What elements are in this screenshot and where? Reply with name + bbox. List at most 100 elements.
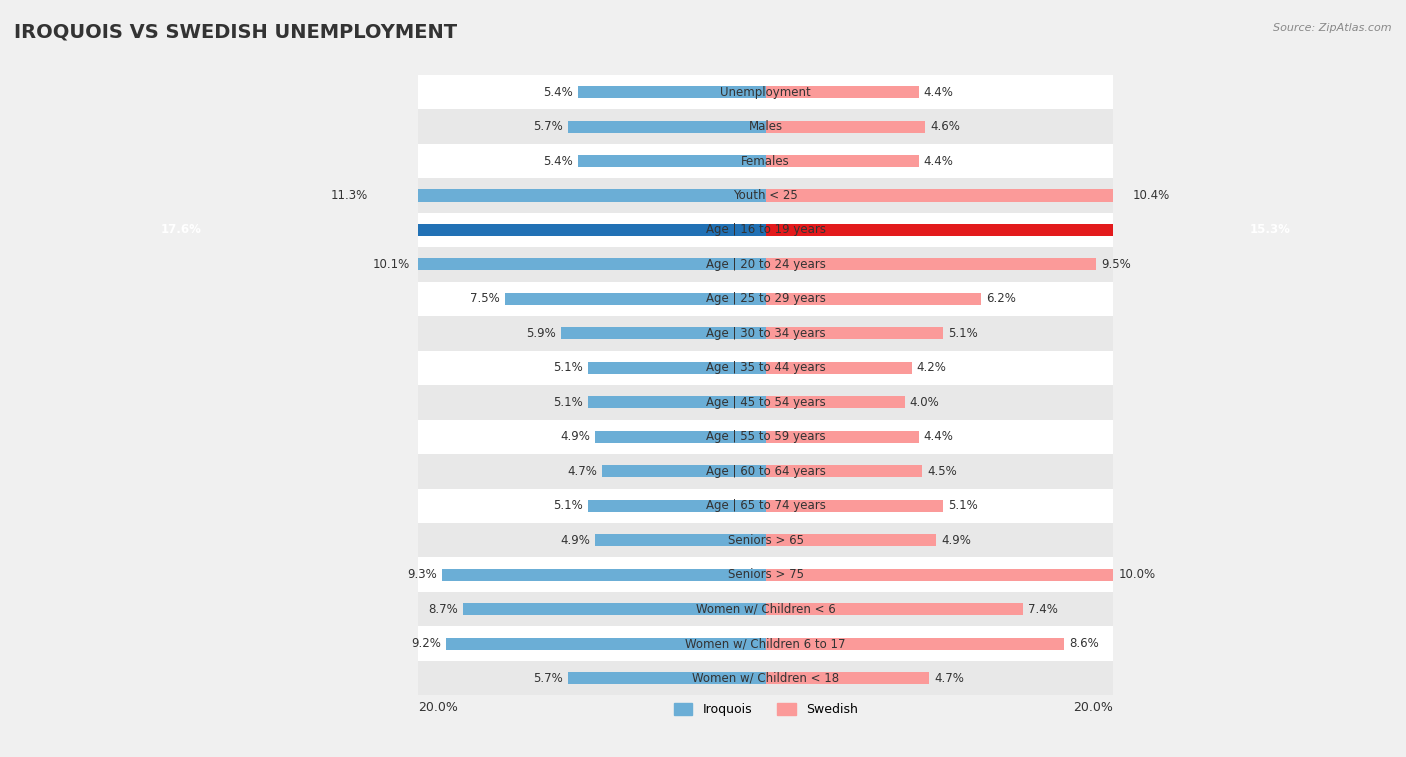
Bar	[595, 431, 766, 443]
Bar	[418, 661, 1114, 696]
Text: 8.7%: 8.7%	[429, 603, 458, 615]
Bar	[464, 603, 766, 615]
Text: 4.5%: 4.5%	[927, 465, 957, 478]
Bar	[766, 672, 929, 684]
Bar	[418, 626, 1114, 661]
Text: Women w/ Children < 18: Women w/ Children < 18	[692, 671, 839, 684]
Bar	[418, 592, 1114, 626]
Bar	[568, 120, 766, 132]
Bar	[373, 189, 766, 201]
Text: Age | 16 to 19 years: Age | 16 to 19 years	[706, 223, 825, 236]
Text: 4.4%: 4.4%	[924, 430, 953, 444]
Text: 10.0%: 10.0%	[1118, 569, 1156, 581]
Text: 4.4%: 4.4%	[924, 154, 953, 167]
Bar	[602, 466, 766, 478]
Text: Source: ZipAtlas.com: Source: ZipAtlas.com	[1274, 23, 1392, 33]
Text: Women w/ Children < 6: Women w/ Children < 6	[696, 603, 835, 615]
Text: IROQUOIS VS SWEDISH UNEMPLOYMENT: IROQUOIS VS SWEDISH UNEMPLOYMENT	[14, 23, 457, 42]
Text: 15.3%: 15.3%	[1250, 223, 1291, 236]
Bar	[418, 557, 1114, 592]
Bar	[766, 569, 1114, 581]
Bar	[418, 144, 1114, 179]
Text: 4.7%: 4.7%	[934, 671, 965, 684]
Bar	[446, 637, 766, 650]
Text: 5.4%: 5.4%	[543, 86, 572, 98]
Text: 4.6%: 4.6%	[931, 120, 960, 133]
Bar	[418, 488, 1114, 523]
Text: 7.4%: 7.4%	[1028, 603, 1057, 615]
Text: Age | 30 to 34 years: Age | 30 to 34 years	[706, 327, 825, 340]
Bar	[418, 350, 1114, 385]
Bar	[766, 155, 918, 167]
Text: 17.6%: 17.6%	[162, 223, 202, 236]
Bar	[766, 534, 936, 547]
Text: 10.4%: 10.4%	[1132, 189, 1170, 202]
Text: 4.4%: 4.4%	[924, 86, 953, 98]
Bar	[766, 500, 943, 512]
Bar	[415, 258, 766, 270]
Bar	[418, 454, 1114, 488]
Bar	[766, 637, 1064, 650]
Text: 5.7%: 5.7%	[533, 671, 562, 684]
Text: 4.2%: 4.2%	[917, 361, 946, 375]
Text: 5.1%: 5.1%	[554, 361, 583, 375]
Text: 7.5%: 7.5%	[470, 292, 499, 305]
Text: 5.9%: 5.9%	[526, 327, 555, 340]
Text: Age | 55 to 59 years: Age | 55 to 59 years	[706, 430, 825, 444]
Text: 5.1%: 5.1%	[554, 500, 583, 512]
Bar	[418, 248, 1114, 282]
Text: 11.3%: 11.3%	[330, 189, 368, 202]
Bar	[589, 500, 766, 512]
Text: 9.3%: 9.3%	[408, 569, 437, 581]
Bar	[766, 603, 1022, 615]
Bar	[418, 523, 1114, 557]
Text: Youth < 25: Youth < 25	[734, 189, 799, 202]
Text: 4.9%: 4.9%	[941, 534, 972, 547]
Bar	[418, 282, 1114, 316]
Text: 6.2%: 6.2%	[986, 292, 1017, 305]
Bar	[418, 419, 1114, 454]
Bar	[766, 189, 1128, 201]
Text: 8.6%: 8.6%	[1070, 637, 1099, 650]
Bar	[766, 293, 981, 305]
Bar	[418, 109, 1114, 144]
Text: 20.0%: 20.0%	[1073, 700, 1114, 714]
Text: 5.1%: 5.1%	[948, 327, 977, 340]
Bar	[766, 224, 1298, 236]
Text: 5.1%: 5.1%	[554, 396, 583, 409]
Text: Age | 25 to 29 years: Age | 25 to 29 years	[706, 292, 825, 305]
Text: 5.1%: 5.1%	[948, 500, 977, 512]
Bar	[766, 397, 904, 408]
Bar	[766, 431, 918, 443]
Text: 5.7%: 5.7%	[533, 120, 562, 133]
Text: 20.0%: 20.0%	[418, 700, 458, 714]
Bar	[155, 224, 766, 236]
Bar	[766, 362, 911, 374]
Text: Males: Males	[748, 120, 783, 133]
Bar	[418, 75, 1114, 109]
Bar	[578, 86, 766, 98]
Text: Unemployment: Unemployment	[720, 86, 811, 98]
Bar	[766, 258, 1095, 270]
Text: 5.4%: 5.4%	[543, 154, 572, 167]
Text: 9.2%: 9.2%	[411, 637, 440, 650]
Text: Seniors > 65: Seniors > 65	[728, 534, 804, 547]
Bar	[766, 327, 943, 339]
Bar	[418, 316, 1114, 350]
Text: 4.0%: 4.0%	[910, 396, 939, 409]
Text: Age | 20 to 24 years: Age | 20 to 24 years	[706, 258, 825, 271]
Bar	[595, 534, 766, 547]
Legend: Iroquois, Swedish: Iroquois, Swedish	[669, 699, 863, 721]
Bar	[418, 179, 1114, 213]
Bar	[561, 327, 766, 339]
Bar	[505, 293, 766, 305]
Bar	[766, 86, 918, 98]
Text: 4.9%: 4.9%	[561, 534, 591, 547]
Bar	[443, 569, 766, 581]
Text: 4.7%: 4.7%	[567, 465, 598, 478]
Bar	[568, 672, 766, 684]
Bar	[766, 120, 925, 132]
Text: Age | 65 to 74 years: Age | 65 to 74 years	[706, 500, 825, 512]
Text: Age | 60 to 64 years: Age | 60 to 64 years	[706, 465, 825, 478]
Text: Females: Females	[741, 154, 790, 167]
